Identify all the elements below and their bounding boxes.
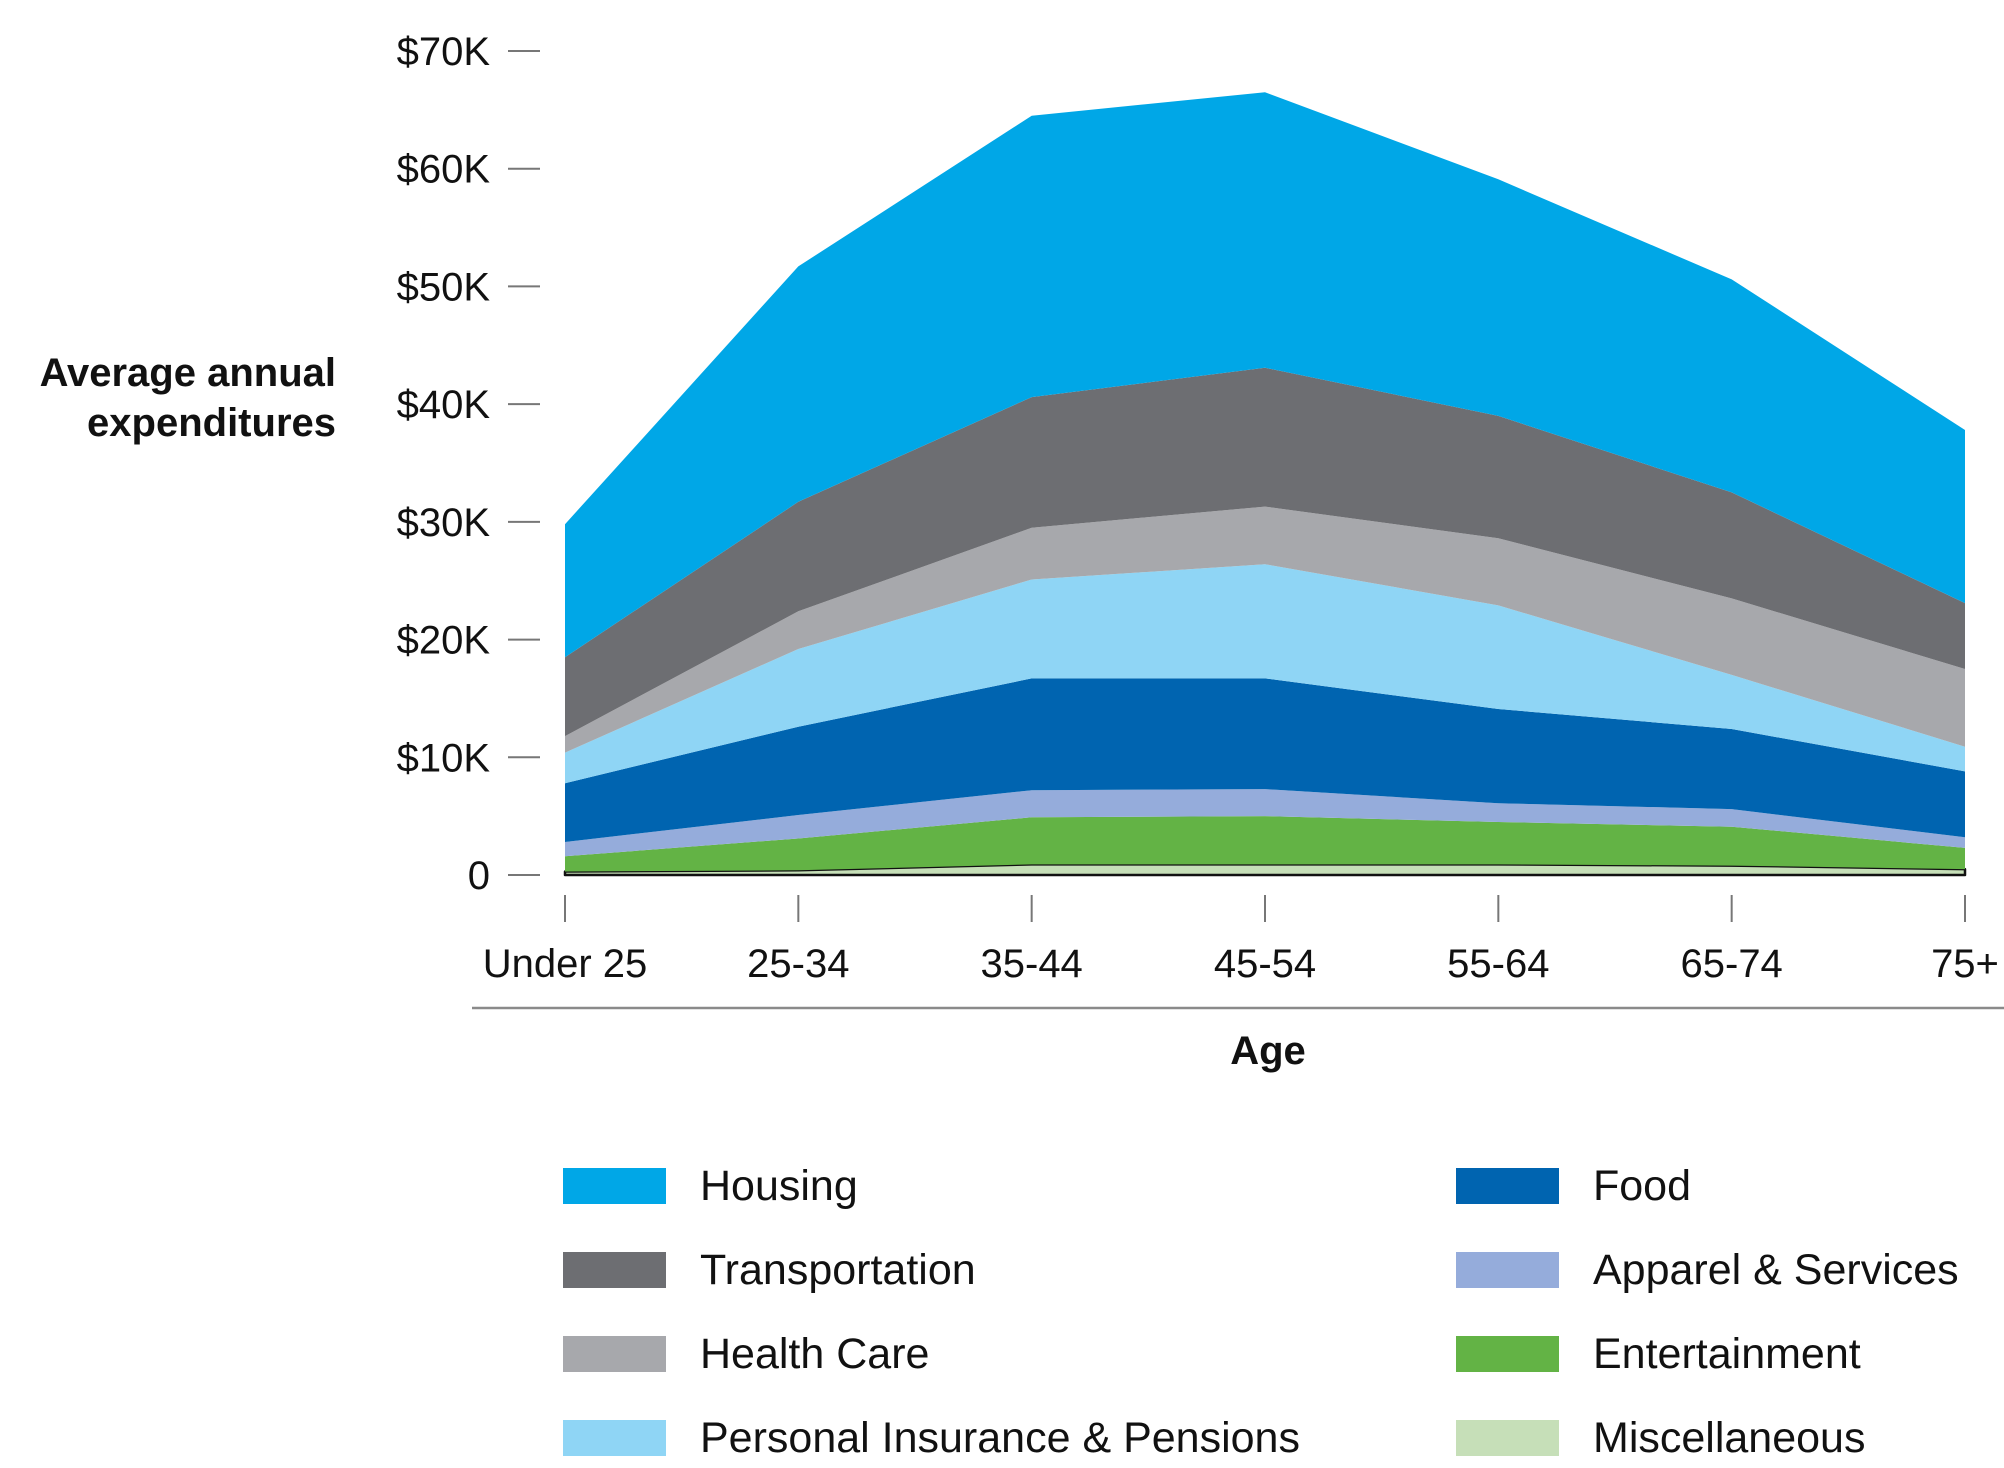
- x-tick-label: 65-74: [1681, 942, 1783, 986]
- y-tick-label: $40K: [397, 383, 491, 427]
- area-layers: [563, 92, 1967, 877]
- area-food: [565, 678, 1965, 842]
- y-axis-title-line-2: expenditures: [87, 401, 336, 445]
- y-tick-label: $30K: [397, 501, 491, 545]
- x-tick-label: Under 25: [483, 942, 648, 986]
- y-tick-label: $50K: [397, 265, 491, 309]
- x-tick-label: 35-44: [981, 942, 1083, 986]
- y-tick-label: 0: [468, 854, 490, 898]
- x-tick-label: 45-54: [1214, 942, 1316, 986]
- area-transportation: [565, 367, 1965, 737]
- y-axis: 0 $10K $20K $30K $40K $50K $60K $70K: [397, 30, 540, 898]
- area-health-care: [565, 506, 1965, 753]
- y-tick-label: $10K: [397, 736, 491, 780]
- x-axis: Under 25 25-34 35-44 45-54 55-64 65-74 75+: [483, 895, 1999, 986]
- x-tick-label: 75+: [1931, 942, 1999, 986]
- x-axis-title: Age: [1230, 1029, 1306, 1073]
- x-tick-label: 25-34: [747, 942, 849, 986]
- area-housing: [565, 92, 1965, 658]
- y-tick-label: $60K: [397, 148, 491, 192]
- y-axis-title-line-1: Average annual: [40, 351, 336, 395]
- area-apparel-services: [565, 789, 1965, 857]
- y-tick-label: $70K: [397, 30, 491, 74]
- x-tick-label: 55-64: [1447, 942, 1549, 986]
- area-entertainment: [565, 816, 1965, 872]
- y-tick-label: $20K: [397, 619, 491, 663]
- area-personal-insurance-pensions: [565, 564, 1965, 784]
